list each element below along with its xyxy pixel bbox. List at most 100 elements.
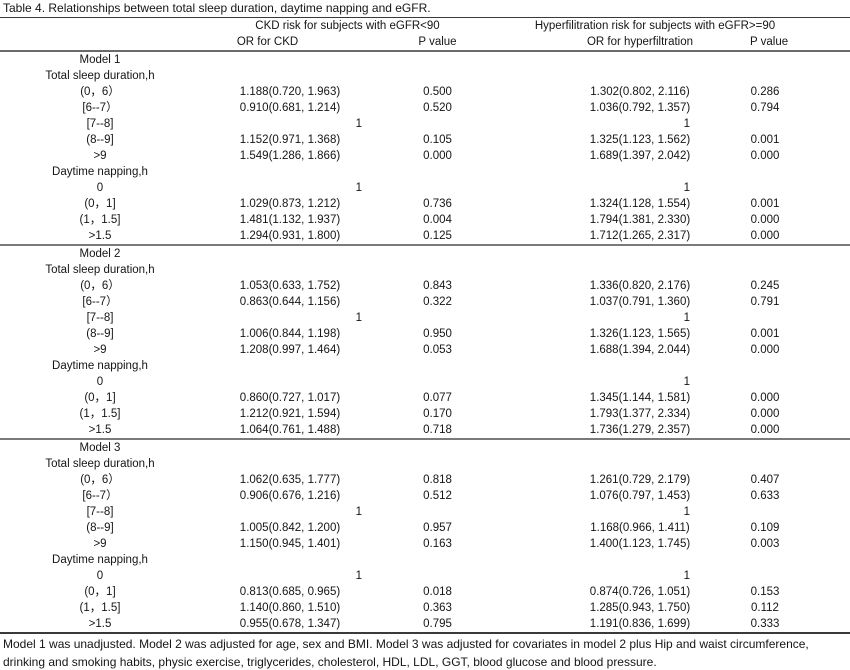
model-header-row: Model 3 — [0, 440, 850, 456]
header-col-pvalue-ckd: P value — [418, 36, 457, 48]
cell-or-ckd: 1.212(0.921, 1.594) — [239, 408, 341, 420]
cell-or-ckd: 0.910(0.681, 1.214) — [239, 102, 341, 114]
table-row: (0，6） 1.188(0.720, 1.963) 0.500 1.302(0.802… — [0, 84, 850, 100]
cell-pvalue-hyper: 0.001 — [750, 198, 780, 210]
cell-pvalue-ckd — [380, 568, 495, 584]
header-group-hyperfiltration: Hyperfilitration risk for subjects with … — [534, 20, 776, 32]
cell-category-label: 0 — [96, 182, 104, 194]
cell-or-ckd: 1.188(0.720, 1.963) — [239, 86, 341, 98]
header-group-spacer — [495, 18, 530, 34]
cell-or-hyper — [530, 68, 750, 84]
cell-or-ckd: 1.208(0.997, 1.464) — [239, 344, 341, 356]
cell-or-hyper — [530, 456, 750, 472]
header-col-or-ckd: OR for CKD — [236, 36, 299, 48]
cell-or-hyper — [530, 552, 750, 568]
cell-or-ckd: 1.005(0.842, 1.200) — [239, 522, 341, 534]
cell-or-ckd: 0.955(0.678, 1.347) — [239, 618, 341, 630]
cell-pvalue-ckd: 0.053 — [423, 344, 452, 356]
cell-spacer — [495, 422, 530, 438]
cell-pvalue-ckd — [380, 180, 495, 196]
cell-pvalue-ckd: 0.125 — [423, 230, 452, 242]
cell-category-label: (0，6） — [80, 474, 120, 486]
table-row: >9 1.150(0.945, 1.401) 0.163 1.400(1.123, 1… — [0, 536, 850, 552]
cell-or-ckd — [200, 262, 380, 278]
cell-pvalue-hyper — [750, 456, 850, 472]
cell-or-ckd-reference: 1 — [355, 312, 362, 324]
cell-or-ckd: 0.863(0.644, 1.156) — [239, 296, 341, 308]
cell-or-ckd — [200, 52, 380, 68]
cell-category-label: (8--9] — [86, 328, 114, 340]
cell-model-name: Model 2 — [79, 248, 121, 260]
table-row: [7--8] 1 1 — [0, 504, 850, 520]
cell-spacer — [495, 584, 530, 600]
cell-model-name: Model 1 — [79, 54, 121, 66]
cell-spacer — [495, 390, 530, 406]
cell-spacer — [495, 406, 530, 422]
cell-category-label: >1.5 — [88, 424, 112, 436]
cell-pvalue-hyper: 0.001 — [750, 328, 780, 340]
cell-spacer — [495, 472, 530, 488]
cell-or-hyper-reference: 1 — [683, 506, 690, 518]
table-row: 0 1 1 — [0, 180, 850, 196]
cell-or-hyper — [530, 246, 750, 262]
cell-or-ckd: 0.813(0.685, 0.965) — [239, 586, 341, 598]
cell-pvalue-ckd — [380, 68, 495, 84]
section-header-row: Daytime napping,h — [0, 552, 850, 568]
cell-category-label: (0，1] — [84, 198, 116, 210]
header-group-ckd: CKD risk for subjects with eGFR<90 — [255, 20, 440, 32]
cell-category-label: (8--9] — [86, 134, 114, 146]
cell-spacer — [495, 132, 530, 148]
cell-pvalue-ckd — [380, 164, 495, 180]
cell-pvalue-hyper: 0.791 — [750, 296, 780, 308]
table-row: (1，1.5] 1.140(0.860, 1.510) 0.363 1.285(0.9… — [0, 600, 850, 616]
cell-spacer — [495, 568, 530, 584]
cell-or-ckd — [200, 440, 380, 456]
section-header-row: Total sleep duration,h — [0, 262, 850, 278]
cell-or-hyper — [530, 52, 750, 68]
header-col-spacer — [495, 34, 530, 50]
cell-pvalue-ckd — [380, 456, 495, 472]
cell-pvalue-hyper — [750, 374, 850, 390]
cell-pvalue-ckd: 0.363 — [423, 602, 452, 614]
cell-pvalue-ckd: 0.818 — [423, 474, 452, 486]
table-row: >1.5 1.064(0.761, 1.488) 0.718 1.736(1.279,… — [0, 422, 850, 438]
cell-pvalue-ckd — [380, 262, 495, 278]
cell-pvalue-hyper: 0.001 — [750, 134, 780, 146]
cell-pvalue-hyper: 0.000 — [750, 214, 780, 226]
cell-or-hyper-reference: 1 — [683, 312, 690, 324]
cell-pvalue-ckd: 0.322 — [423, 296, 452, 308]
cell-spacer — [495, 326, 530, 342]
cell-or-hyper: 1.736(1.279, 2.357) — [589, 424, 691, 436]
cell-or-ckd: 1.029(0.873, 1.212) — [239, 198, 341, 210]
cell-or-ckd: 1.152(0.971, 1.368) — [239, 134, 341, 146]
table-row: (0，6） 1.062(0.635, 1.777) 0.818 1.261(0.729… — [0, 472, 850, 488]
table-row: (8--9] 1.005(0.842, 1.200) 0.957 1.168(0.96… — [0, 520, 850, 536]
cell-pvalue-hyper — [750, 52, 850, 68]
cell-category-label: >9 — [93, 538, 107, 550]
table-body: Model 1 Total sleep duration,h (0，6） 1.188(… — [0, 52, 850, 634]
table-header: CKD risk for subjects with eGFR<90 Hyper… — [0, 18, 850, 52]
table-row: (1，1.5] 1.481(1.132, 1.937) 0.004 1.794(1.3… — [0, 212, 850, 228]
cell-or-hyper: 1.336(0.820, 2.176) — [589, 280, 691, 292]
section-header-row: Total sleep duration,h — [0, 456, 850, 472]
cell-pvalue-hyper: 0.109 — [750, 522, 780, 534]
section-header-row: Daytime napping,h — [0, 164, 850, 180]
cell-pvalue-hyper: 0.407 — [750, 474, 780, 486]
cell-pvalue-ckd — [380, 552, 495, 568]
cell-spacer — [495, 456, 530, 472]
cell-pvalue-hyper: 0.794 — [750, 102, 780, 114]
cell-or-hyper — [530, 440, 750, 456]
header-group-row: CKD risk for subjects with eGFR<90 Hyper… — [0, 18, 850, 34]
cell-category-label: (0，1] — [84, 392, 116, 404]
cell-pvalue-hyper — [750, 246, 850, 262]
cell-pvalue-ckd: 0.520 — [423, 102, 452, 114]
cell-spacer — [495, 212, 530, 228]
table-row: (0，1] 0.813(0.685, 0.965) 0.018 0.874(0.726… — [0, 584, 850, 600]
cell-category-label: >9 — [93, 344, 107, 356]
cell-or-ckd: 1.140(0.860, 1.510) — [239, 602, 341, 614]
model-separator-rule — [0, 438, 850, 440]
cell-pvalue-hyper: 0.633 — [750, 490, 780, 502]
cell-or-hyper — [530, 262, 750, 278]
cell-or-hyper — [530, 358, 750, 374]
